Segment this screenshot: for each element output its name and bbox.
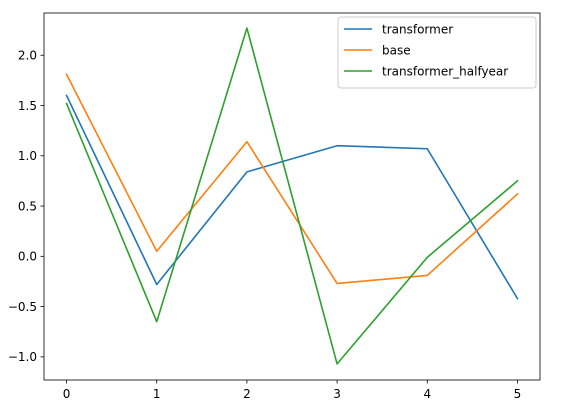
y-tick-label: 0.0 <box>18 250 37 264</box>
legend: transformer base transformer_halfyear <box>337 16 537 89</box>
x-tick-label: 5 <box>514 387 522 401</box>
series-line-transformer <box>65 94 519 300</box>
y-tick-label: 2.0 <box>18 49 37 63</box>
legend-label: transformer <box>382 22 453 36</box>
x-tick-label: 2 <box>243 387 251 401</box>
series-line-base <box>65 73 519 285</box>
x-tick-label: 0 <box>63 387 71 401</box>
y-tick-label: 0.5 <box>18 199 37 213</box>
y-axis-ticks: −1.0 −0.5 0.0 0.5 1.0 1.5 2.0 <box>8 49 44 364</box>
x-tick-label: 1 <box>153 387 161 401</box>
plot-frame <box>43 12 541 381</box>
legend-box <box>337 16 537 89</box>
y-tick-label: −1.0 <box>8 350 37 364</box>
x-axis-ticks: 0 1 2 3 4 5 <box>63 380 522 401</box>
y-tick-label: 1.5 <box>18 99 37 113</box>
y-tick-label: −0.5 <box>8 300 37 314</box>
y-tick-label: 1.0 <box>18 149 37 163</box>
legend-label: transformer_halfyear <box>382 64 508 78</box>
series-line-transformer-halfyear <box>65 27 519 365</box>
x-tick-label: 3 <box>333 387 341 401</box>
x-tick-label: 4 <box>423 387 431 401</box>
series-layer <box>65 27 519 365</box>
legend-label: base <box>382 43 411 57</box>
